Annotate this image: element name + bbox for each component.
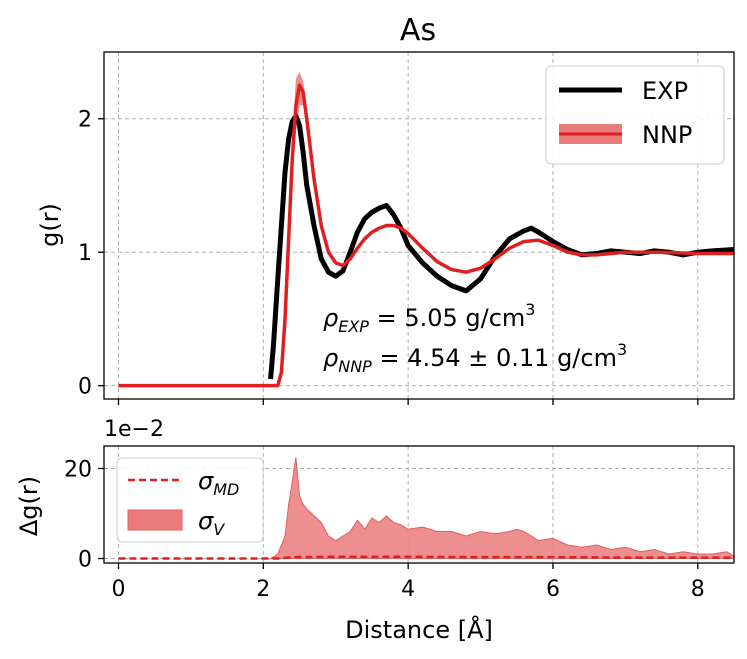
rho-nnp-subscript: NNP <box>338 357 372 376</box>
annotation-rho-exp: ρEXP = 5.05 g/cm3 <box>323 300 535 336</box>
rho-nnp-superscript: 3 <box>617 340 627 359</box>
rho-exp-value: = 5.05 g/cm <box>369 304 525 332</box>
rho-nnp-value: = 4.54 ± 0.11 g/cm <box>372 344 617 372</box>
top-y-axis-label: g(r) <box>36 203 64 247</box>
gr-panel: As 012 g(r) ρEXP = 5.05 g/cm3 ρNNP = 4.5… <box>36 13 735 405</box>
rho-nnp-symbol: ρ <box>323 344 338 372</box>
bottom-x-ticks: 0 2 4 6 8 <box>111 563 705 602</box>
x-axis-label: Distance [Å] <box>345 615 493 644</box>
bottom-x-tick-label-0: 0 <box>111 577 125 602</box>
series-nnp-line <box>118 83 734 388</box>
rho-exp-superscript: 3 <box>525 300 535 319</box>
legend-sigma-md-label: σMD <box>198 467 239 499</box>
series-sigma-v-area <box>268 457 734 559</box>
sigma-md-subscript: MD <box>213 480 239 499</box>
rho-exp-subscript: EXP <box>338 317 369 336</box>
top-y-tick-label-2: 2 <box>78 108 92 133</box>
sigma-v-subscript: V <box>213 520 225 539</box>
bottom-legend: σMD σV <box>116 457 264 543</box>
bottom-y-tick-label-1: 20 <box>64 458 92 483</box>
series-sigma-md-line <box>118 555 734 560</box>
top-legend: EXP NNP <box>545 65 725 165</box>
top-plot-area <box>118 72 734 388</box>
top-y-tick-label-0: 0 <box>78 375 92 400</box>
bottom-scale-label: 1e−2 <box>104 417 164 442</box>
legend-exp-label: EXP <box>642 77 688 105</box>
bottom-x-tick-label-2: 4 <box>401 577 415 602</box>
bottom-y-axis-label: Δg(r) <box>15 476 43 536</box>
legend-sigma-v-label: σV <box>198 507 225 539</box>
rho-exp-symbol: ρ <box>323 304 338 332</box>
legend-sigma-v-swatch <box>127 509 183 531</box>
bottom-x-tick-label-1: 2 <box>256 577 270 602</box>
bottom-x-tick-label-3: 6 <box>546 577 560 602</box>
bottom-series-group <box>118 457 734 560</box>
legend-nnp-label: NNP <box>642 121 692 149</box>
annotation-rho-nnp: ρNNP = 4.54 ± 0.11 g/cm3 <box>323 340 627 376</box>
bottom-y-tick-label-0: 0 <box>78 548 92 573</box>
bottom-y-ticks: 0 20 <box>64 458 104 573</box>
top-axes-frame <box>103 51 735 400</box>
bottom-axes-frame <box>103 445 735 564</box>
sigma-md-symbol: σ <box>198 467 214 495</box>
chart-title: As <box>400 13 436 48</box>
top-y-ticks: 0 1 2 <box>78 108 699 405</box>
sigma-v-symbol: σ <box>198 507 214 535</box>
top-legend-box <box>545 65 725 165</box>
bottom-x-tick-label-4: 8 <box>691 577 705 602</box>
series-exp-line <box>268 113 734 380</box>
top-series-group <box>118 72 734 388</box>
top-y-tick-label-1: 1 <box>78 241 92 266</box>
bottom-plot-area <box>118 457 734 560</box>
